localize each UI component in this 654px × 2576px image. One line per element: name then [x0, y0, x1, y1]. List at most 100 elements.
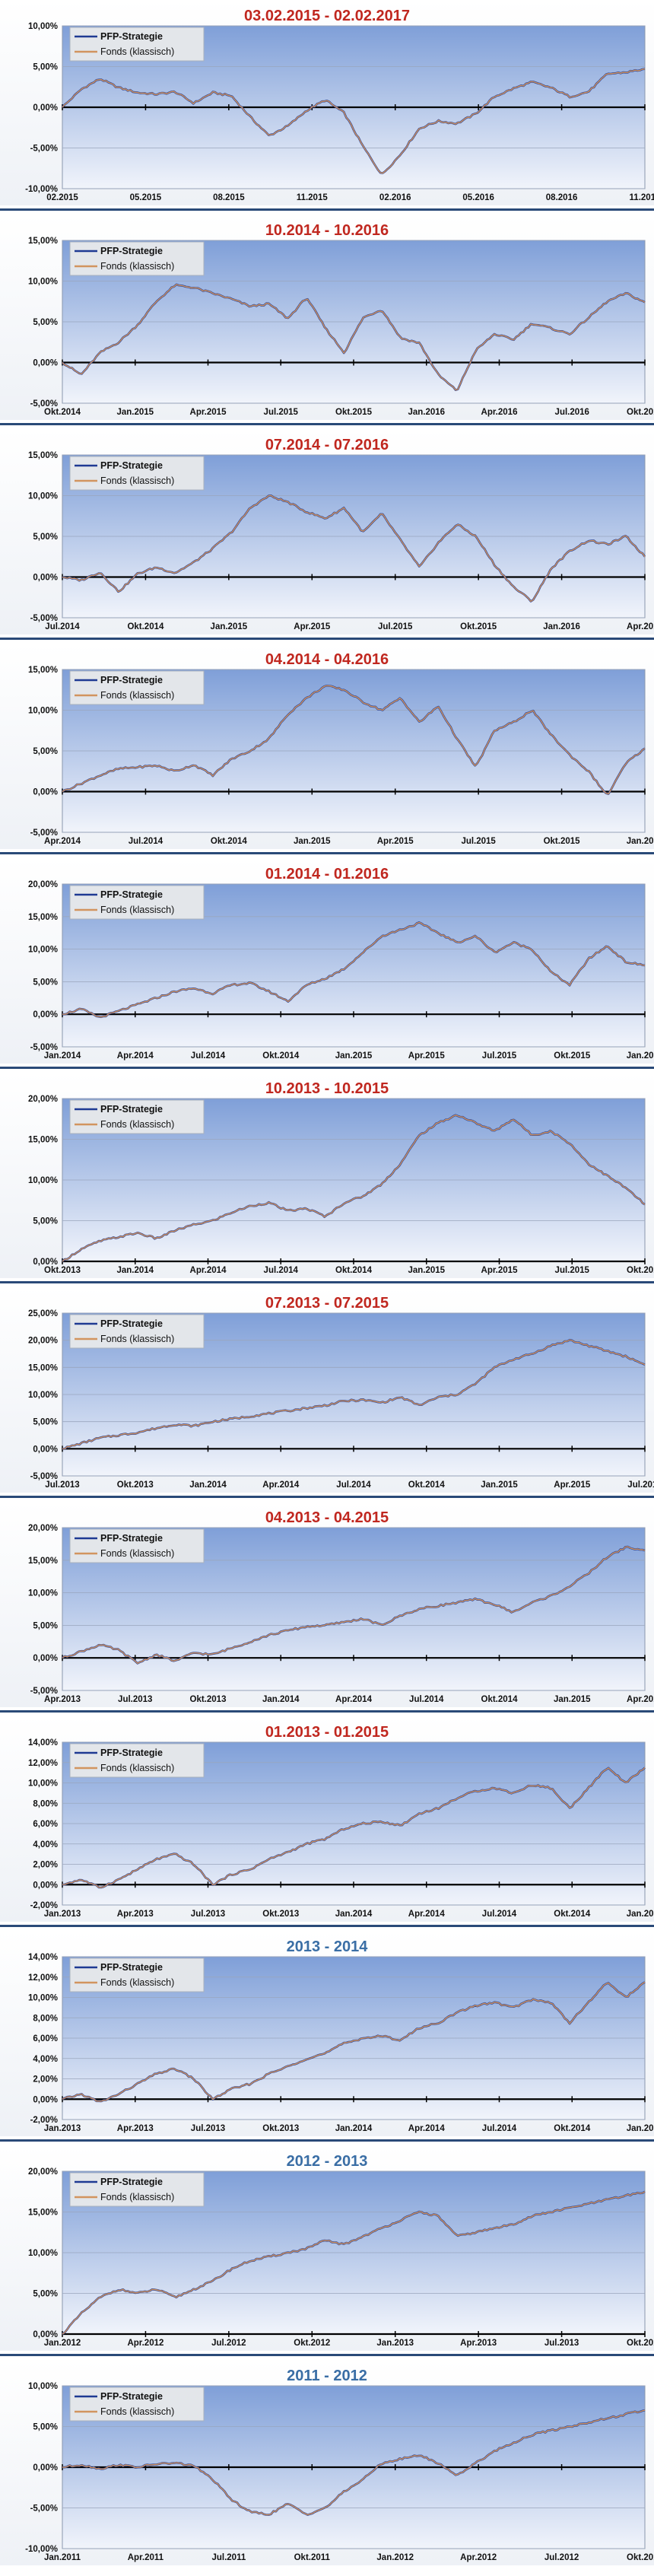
y-tick-label: 6,00%: [33, 2034, 58, 2043]
y-tick-label: 15,00%: [28, 1363, 58, 1372]
chart-panel: 01.2013 - 01.2015 -2,00% 0,00% 2,00% 4,00% 6,…: [0, 1716, 654, 1922]
x-tick-label: Apr.2016: [627, 622, 654, 631]
series-line: [62, 1115, 646, 1262]
panel-separator: [0, 1710, 654, 1713]
y-tick-label: 10,00%: [28, 1176, 58, 1185]
legend-label-series2: Fonds (klassisch): [100, 1763, 174, 1773]
x-tick-label: Jul.2016: [555, 408, 589, 417]
x-tick-label: Jul.2011: [211, 2553, 246, 2562]
legend-box: [69, 1957, 205, 1992]
chart-svg: -5,00% 0,00% 5,00% 10,00% 15,00% 20,00% 25,00%…: [28, 1309, 654, 1490]
x-tick-label: Apr.2014: [117, 1051, 154, 1061]
legend-label-series2: Fonds (klassisch): [100, 2406, 174, 2417]
chart-svg: -2,00% 0,00% 2,00% 4,00% 6,00% 8,00% 10,00% 12,…: [28, 1738, 654, 1919]
chart-panel: 01.2014 - 01.2016 -5,00% 0,00% 5,00% 10,00% 1…: [0, 858, 654, 1064]
chart-panel: 07.2014 - 07.2016 -5,00% 0,00% 5,00% 10,00% 1…: [0, 429, 654, 634]
panel-separator: [0, 423, 654, 425]
legend-label-series2: Fonds (klassisch): [100, 2192, 174, 2202]
chart-title: 2012 - 2013: [286, 2153, 368, 2170]
y-tick-label: 10,00%: [28, 1589, 58, 1598]
x-tick-label: Okt.2015: [554, 1051, 591, 1061]
legend: PFP-Strategie Fonds (klassisch): [69, 2387, 205, 2422]
x-tick-label: Okt.2015: [544, 837, 581, 846]
x-tick-label: Apr.2014: [408, 2124, 446, 2133]
legend-box: [69, 1099, 205, 1134]
panel-separator: [0, 852, 654, 854]
x-tick-label: Jul.2012: [544, 2553, 579, 2562]
y-tick-label: 5,00%: [33, 1418, 58, 1427]
series-line: [62, 1339, 646, 1450]
legend-box: [69, 885, 205, 920]
x-tick-label: Jul.2013: [118, 1695, 152, 1704]
y-tick-label: 6,00%: [33, 1820, 58, 1829]
x-tick-label: Okt.2013: [627, 2339, 654, 2348]
x-tick-label: Jan.2015: [116, 408, 154, 417]
x-tick-label: Okt.2014: [211, 837, 248, 846]
x-tick-label: Apr.2015: [554, 1480, 591, 1490]
y-tick-label: 14,00%: [28, 1738, 58, 1748]
x-tick-label: Jan.2014: [44, 1051, 81, 1061]
x-tick-label: Jul.2014: [45, 622, 80, 631]
y-tick-label: 0,00%: [33, 2463, 58, 2473]
x-tick-label: Jan.2015: [627, 1910, 654, 1919]
y-tick-label: 10,00%: [28, 1391, 58, 1400]
y-tick-label: 25,00%: [28, 1309, 58, 1318]
y-tick-label: 5,00%: [33, 2290, 58, 2299]
x-tick-label: Okt.2016: [627, 408, 654, 417]
y-tick-label: 10,00%: [28, 22, 58, 31]
y-tick-label: 4,00%: [33, 1840, 58, 1849]
y-tick-label: -2,00%: [30, 1901, 58, 1910]
y-tick-label: -5,00%: [30, 1687, 58, 1696]
y-tick-label: 10,00%: [28, 1779, 58, 1789]
x-tick-label: Jul.2015: [482, 1051, 517, 1061]
y-tick-label: -2,00%: [30, 2116, 58, 2125]
legend-label-series1: PFP-Strategie: [100, 2177, 163, 2187]
y-tick-label: 5,00%: [33, 63, 58, 72]
x-tick-label: Jul.2014: [264, 1266, 299, 1275]
chart-svg: -5,00% 0,00% 5,00% 10,00% 15,00% Jul.2014 Okt.…: [28, 451, 654, 631]
legend: PFP-Strategie Fonds (klassisch): [69, 456, 205, 491]
legend-label-series2: Fonds (klassisch): [100, 261, 174, 272]
x-tick-label: Apr.2013: [117, 2124, 154, 2133]
y-tick-label: 10,00%: [28, 492, 58, 501]
x-tick-label: Jan.2015: [294, 837, 331, 846]
y-tick-label: 5,00%: [33, 2423, 58, 2432]
y-tick-label: 15,00%: [28, 1136, 58, 1145]
legend-label-series2: Fonds (klassisch): [100, 1334, 174, 1344]
y-tick-label: 15,00%: [28, 1557, 58, 1566]
x-tick-label: Okt.2015: [627, 1266, 654, 1275]
chart-title: 04.2013 - 04.2015: [265, 1509, 389, 1526]
legend-label-series1: PFP-Strategie: [100, 1104, 163, 1115]
legend-label-series1: PFP-Strategie: [100, 1533, 163, 1544]
chart-svg: 0,00% 5,00% 10,00% 15,00% 20,00% Okt.2013 Jan.…: [28, 1095, 654, 1275]
y-tick-label: 0,00%: [33, 1654, 58, 1663]
y-tick-label: -10,00%: [25, 185, 58, 194]
legend-label-series1: PFP-Strategie: [100, 31, 163, 42]
series-line: [62, 68, 646, 174]
chart-title: 10.2013 - 10.2015: [265, 1080, 389, 1097]
y-tick-label: -5,00%: [30, 145, 58, 154]
legend-label-series1: PFP-Strategie: [100, 1962, 163, 1973]
x-tick-label: Apr.2014: [262, 1480, 300, 1490]
legend-box: [69, 1743, 205, 1778]
x-tick-label: Jul.2014: [482, 1910, 517, 1919]
y-tick-label: -5,00%: [30, 1472, 58, 1481]
x-tick-label: Okt.2014: [481, 1695, 519, 1704]
x-tick-label: Apr.2013: [44, 1695, 81, 1704]
x-tick-label: Jan.2015: [408, 1266, 445, 1275]
legend-label-series1: PFP-Strategie: [100, 1748, 163, 1758]
y-tick-label: 12,00%: [28, 1973, 58, 1983]
x-tick-label: Apr.2014: [408, 1910, 446, 1919]
y-tick-label: 2,00%: [33, 1861, 58, 1870]
x-tick-label: Okt.2014: [335, 1266, 373, 1275]
x-tick-label: Jan.2013: [376, 2339, 414, 2348]
chart-panel: 04.2013 - 04.2015 -5,00% 0,00% 5,00% 10,00% 1…: [0, 1502, 654, 1707]
chart-panel: 10.2013 - 10.2015 0,00% 5,00% 10,00% 15,00% 2…: [0, 1073, 654, 1278]
x-tick-label: 05.2016: [462, 193, 494, 202]
x-tick-label: Jan.2014: [262, 1695, 300, 1704]
x-tick-label: Okt.2014: [262, 1051, 300, 1061]
y-tick-label: 5,00%: [33, 533, 58, 542]
y-tick-label: 10,00%: [28, 2382, 58, 2391]
x-tick-label: 02.2015: [46, 193, 78, 202]
y-tick-label: 12,00%: [28, 1759, 58, 1768]
